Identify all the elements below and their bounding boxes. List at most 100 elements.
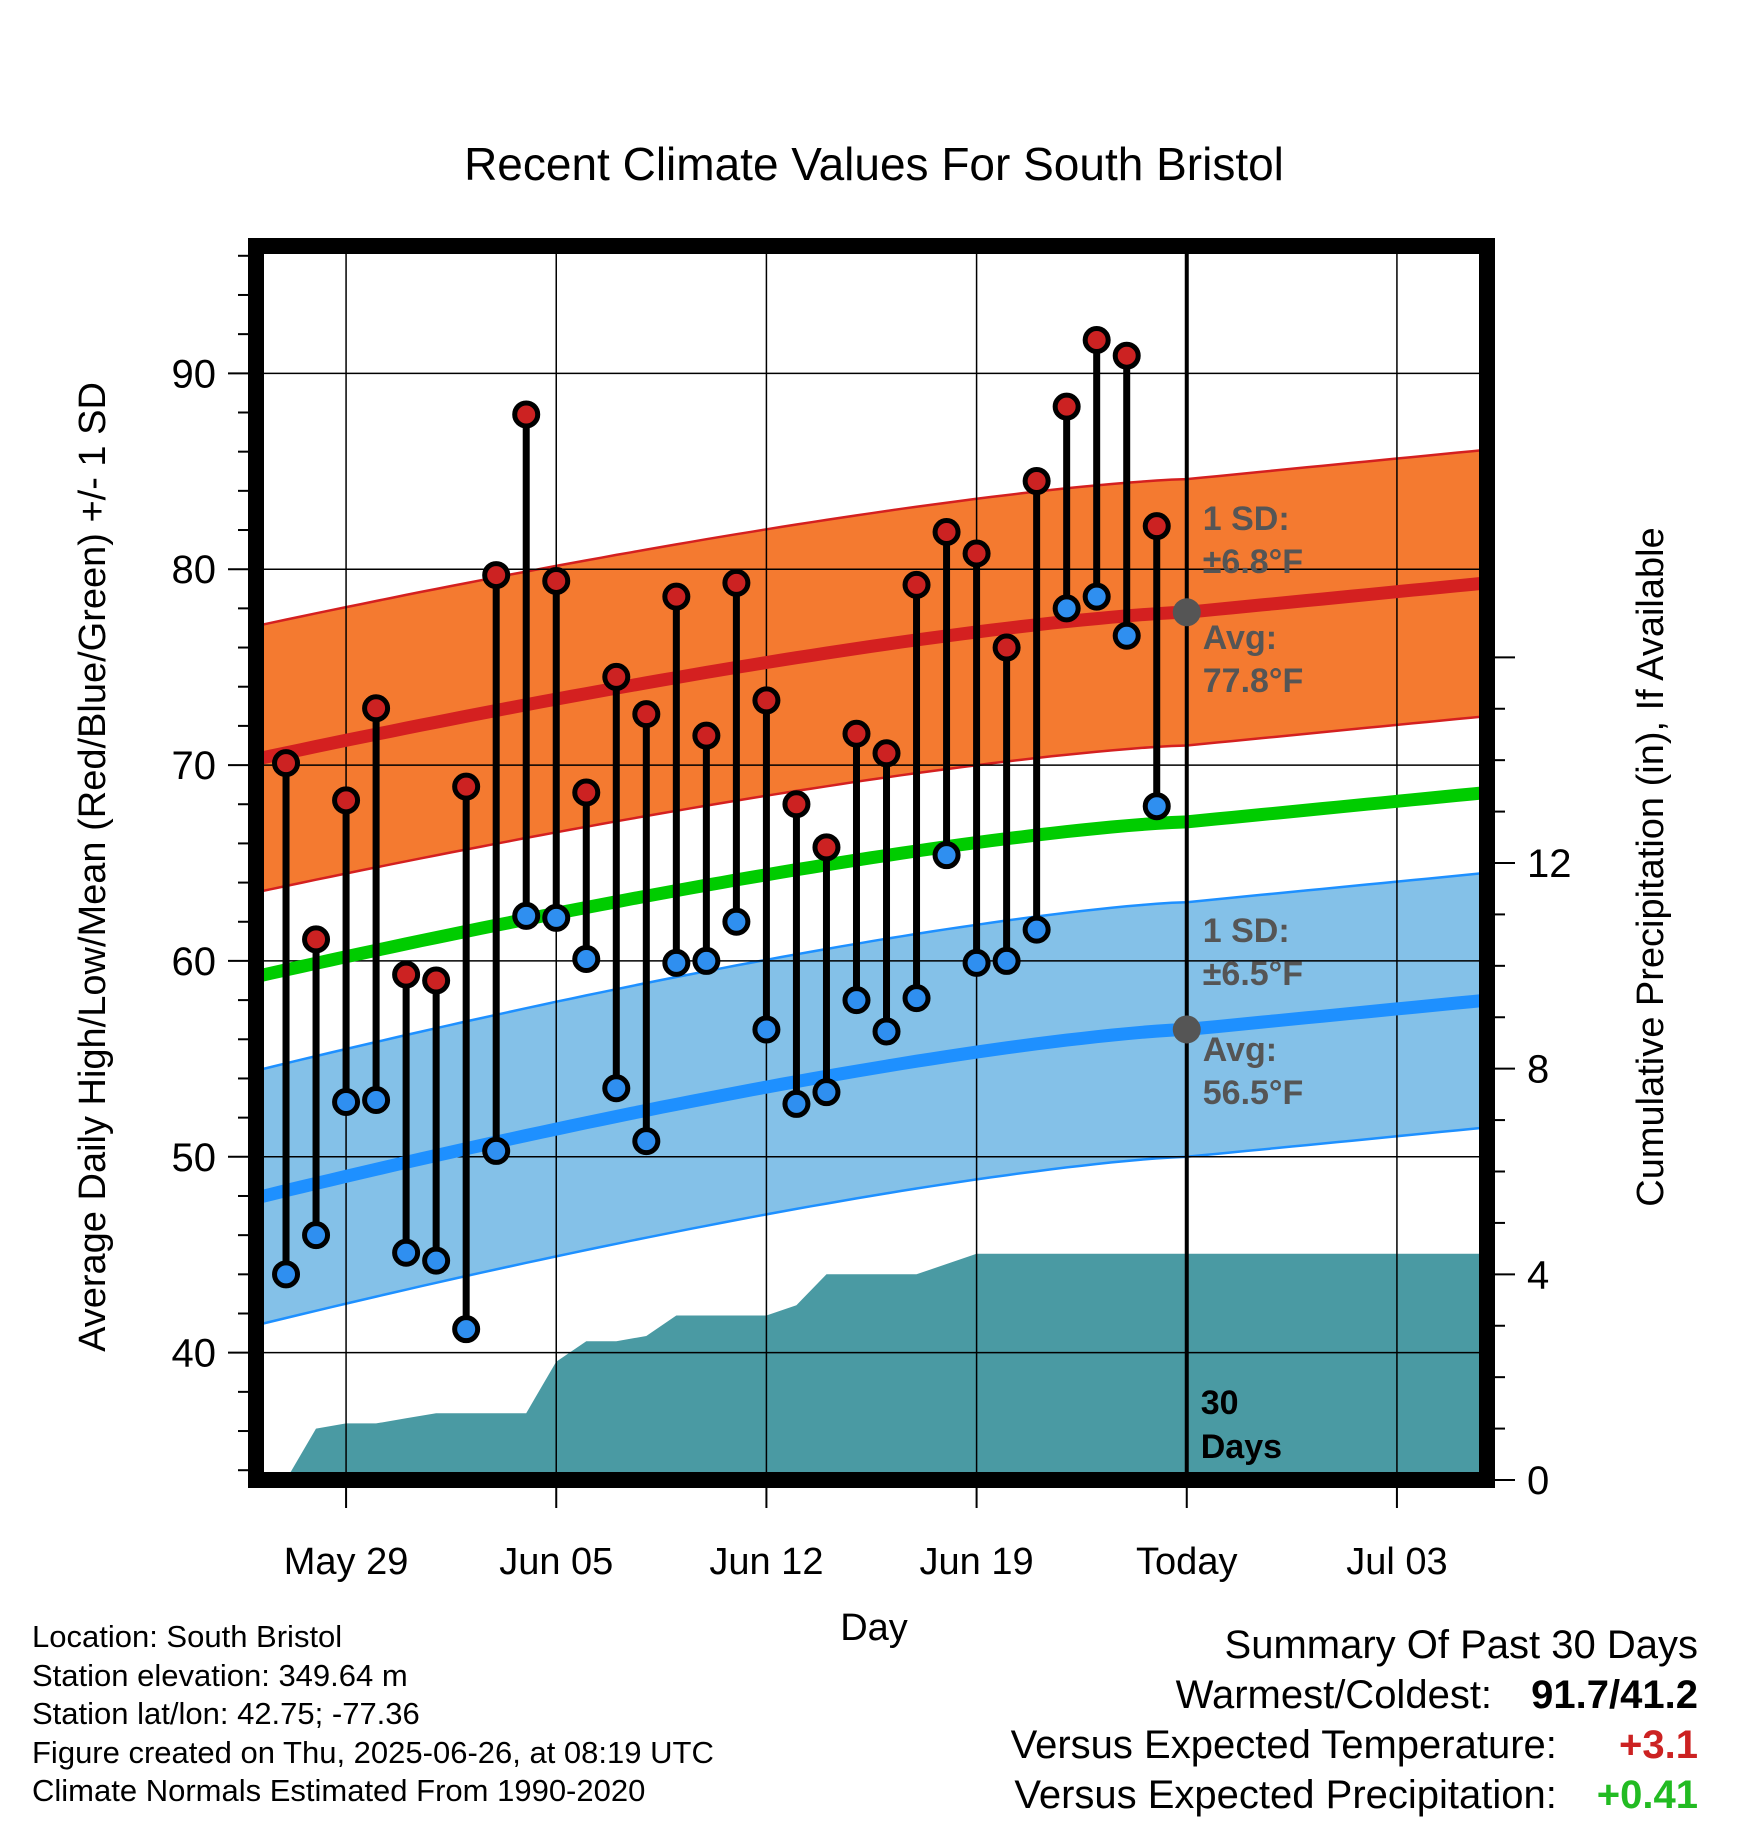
low-normal-line: [256, 993, 1487, 1205]
high-temp-point: [272, 749, 301, 778]
normals-text: Climate Normals Estimated From 1990-2020: [32, 1773, 646, 1808]
x-tick-label: Jun 19: [920, 1541, 1034, 1583]
low-temp-point: [962, 948, 991, 977]
high-temp-point: [902, 570, 931, 599]
chart-title: Recent Climate Values For South Bristol: [464, 138, 1284, 190]
low-temp-point: [362, 1086, 391, 1115]
y2-tick-label: 0: [1527, 1459, 1549, 1503]
days-word-label: Days: [1201, 1428, 1282, 1466]
low-avg-label: Avg:: [1203, 1031, 1277, 1069]
high-temp-point: [782, 790, 811, 819]
high-temp-point: [602, 662, 631, 691]
low-temp-point: [872, 1017, 901, 1046]
precip-versus-value: +0.41: [1596, 1773, 1698, 1817]
high-temp-point: [752, 686, 781, 715]
x-tick-label: Jun 12: [709, 1541, 823, 1583]
low-temp-point: [662, 948, 691, 977]
low-temp-point: [692, 946, 721, 975]
high-band-upper-edge: [256, 448, 1487, 628]
high-normal-line: [256, 576, 1487, 766]
high-avg-label: Avg:: [1203, 619, 1277, 657]
y2-axis-label: Cumulative Precipitation (in), If Availa…: [1630, 527, 1672, 1206]
high-avg-value: 77.8°F: [1203, 662, 1304, 700]
low-sd-band: [256, 872, 1487, 1326]
high-sd-band: [256, 449, 1487, 893]
low-temp-point: [572, 944, 601, 973]
high-band-lower-edge: [256, 714, 1487, 894]
high-temp-point: [332, 786, 361, 815]
temp-versus-row: Versus Expected Temperature: +3.1: [1011, 1720, 1698, 1770]
low-band-lower-edge: [256, 1126, 1487, 1327]
y-axis-label: Average Daily High/Low/Mean (Red/Blue/Gr…: [72, 382, 114, 1352]
y-tick-label: 90: [172, 352, 217, 396]
summary-panel: Summary Of Past 30 Days Warmest/Coldest:…: [1011, 1620, 1698, 1820]
x-tick-label: Jul 03: [1346, 1541, 1447, 1583]
low-temp-point: [302, 1221, 331, 1250]
low-temp-point: [422, 1246, 451, 1275]
y-tick-label: 80: [172, 548, 217, 592]
high-sd-value: ±6.8°F: [1203, 543, 1303, 581]
y-tick-label: 60: [172, 940, 217, 984]
low-temp-point: [332, 1087, 361, 1116]
high-temp-point: [692, 721, 721, 750]
low-temp-point: [1052, 594, 1081, 623]
high-temp-point: [542, 566, 571, 595]
y-tick-label: 70: [172, 744, 217, 788]
high-temp-point: [1112, 341, 1141, 370]
high-temp-point: [392, 960, 421, 989]
low-temp-point: [542, 903, 571, 932]
high-temp-point: [512, 400, 541, 429]
low-normal-today-marker: [1172, 1015, 1201, 1044]
high-temp-point: [1082, 326, 1111, 355]
low-temp-point: [902, 984, 931, 1013]
low-temp-point: [812, 1078, 841, 1107]
high-temp-point: [872, 739, 901, 768]
latlon-text: Station lat/lon: 42.75; -77.36: [32, 1696, 420, 1731]
plot-area: 1 SD: ±6.8°F Avg: 77.8°F 1 SD: ±6.5°F Avg: 56.5…: [172, 238, 1572, 1583]
high-temp-point: [452, 772, 481, 801]
low-temp-point: [512, 901, 541, 930]
low-sd-label: 1 SD:: [1203, 912, 1290, 950]
warmest-coldest-row: Warmest/Coldest: 91.7/41.2: [1011, 1670, 1698, 1720]
high-temp-point: [962, 539, 991, 568]
high-temp-point: [362, 694, 391, 723]
days-count-label: 30: [1201, 1384, 1239, 1422]
high-temp-point: [572, 778, 601, 807]
low-temp-point: [752, 1015, 781, 1044]
low-avg-value: 56.5°F: [1203, 1074, 1304, 1112]
elevation-text: Station elevation: 349.64 m: [32, 1657, 408, 1693]
low-temp-point: [1142, 792, 1171, 821]
x-tick-label: May 29: [284, 1541, 409, 1583]
precip-versus-row: Versus Expected Precipitation: +0.41: [1011, 1770, 1698, 1820]
summary-title: Summary Of Past 30 Days: [1224, 1623, 1698, 1667]
low-temp-point: [632, 1127, 661, 1156]
mean-normal-line: [256, 786, 1487, 983]
low-temp-point: [602, 1074, 631, 1103]
low-temp-point: [452, 1315, 481, 1344]
precip-area: [265, 1253, 1487, 1480]
high-temp-point: [1022, 467, 1051, 496]
plot-frame: [248, 238, 1495, 1488]
high-temp-point: [1052, 392, 1081, 421]
low-sd-value: ±6.5°F: [1203, 955, 1303, 993]
precip-versus-label: Versus Expected Precipitation:: [1014, 1773, 1557, 1817]
low-temp-point: [1112, 621, 1141, 650]
high-temp-point: [632, 700, 661, 729]
x-axis-label: Day: [840, 1607, 908, 1649]
low-temp-point: [392, 1238, 421, 1267]
high-temp-point: [722, 568, 751, 597]
temp-versus-label: Versus Expected Temperature:: [1010, 1723, 1557, 1767]
high-temp-point: [812, 833, 841, 862]
temp-versus-value: +3.1: [1619, 1723, 1698, 1767]
high-temp-point: [1142, 512, 1171, 541]
high-temp-point: [992, 633, 1021, 662]
high-temp-point: [482, 561, 511, 590]
plot-content: 1 SD: ±6.8°F Avg: 77.8°F 1 SD: ±6.5°F Avg: 56.5…: [256, 246, 1487, 1480]
high-temp-point: [932, 517, 961, 546]
low-band-upper-edge: [256, 871, 1487, 1072]
low-temp-point: [272, 1260, 301, 1289]
y-tick-label: 50: [172, 1136, 217, 1180]
low-temp-point: [782, 1089, 811, 1118]
y2-tick-label: 12: [1527, 842, 1572, 886]
